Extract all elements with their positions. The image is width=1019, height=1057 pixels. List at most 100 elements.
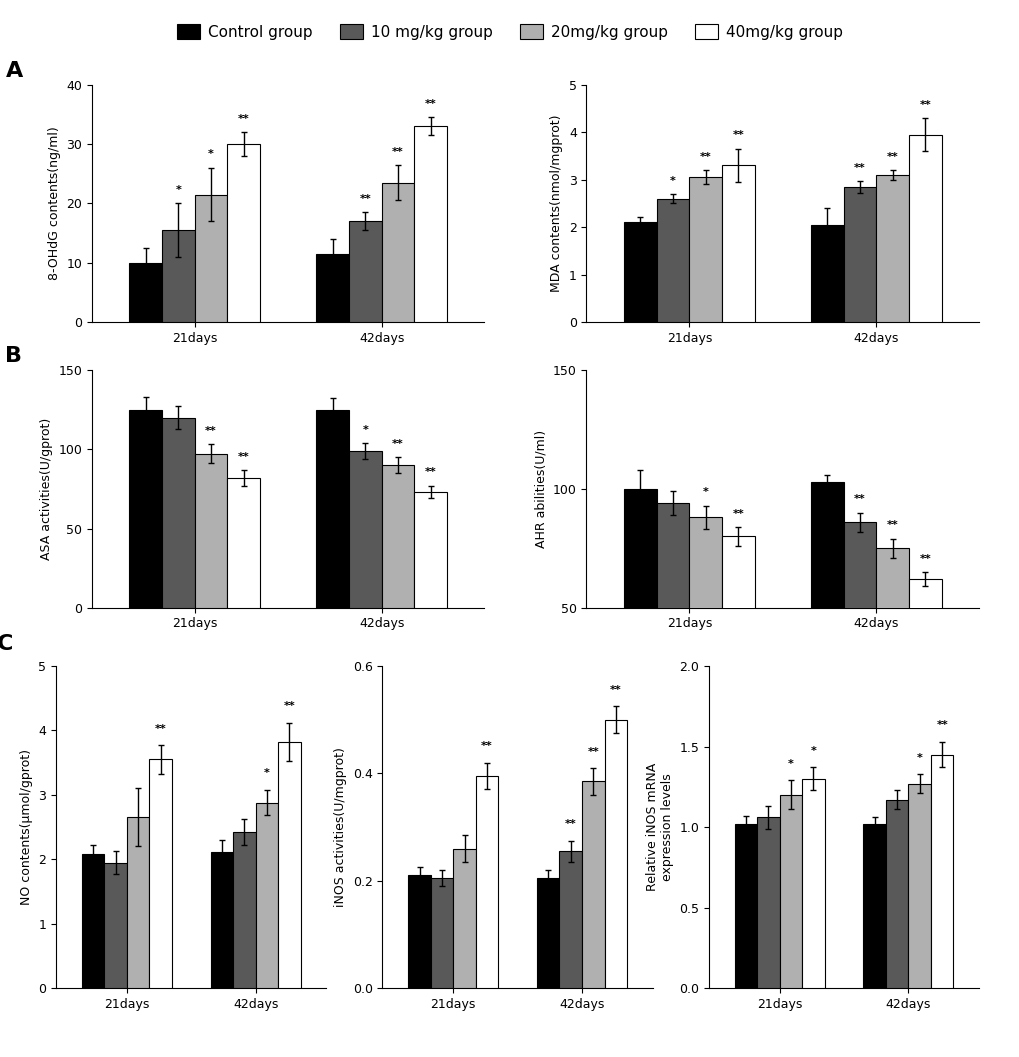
Bar bbox=[278, 742, 301, 988]
Bar bbox=[875, 175, 908, 322]
Text: **: ** bbox=[391, 147, 404, 156]
Text: *: * bbox=[362, 425, 368, 434]
Text: **: ** bbox=[425, 99, 436, 109]
Bar bbox=[430, 878, 452, 988]
Bar bbox=[656, 503, 689, 727]
Y-axis label: Relative iNOS mRNA
expression levels: Relative iNOS mRNA expression levels bbox=[645, 763, 673, 891]
Text: **: ** bbox=[853, 495, 865, 504]
Text: *: * bbox=[916, 753, 922, 763]
Text: **: ** bbox=[237, 114, 250, 124]
Text: **: ** bbox=[205, 426, 217, 437]
Bar bbox=[801, 779, 824, 988]
Text: **: ** bbox=[283, 702, 294, 711]
Bar bbox=[843, 522, 875, 727]
Bar bbox=[195, 194, 227, 322]
Bar bbox=[126, 817, 149, 988]
Text: **: ** bbox=[391, 439, 404, 449]
Text: *: * bbox=[264, 768, 270, 778]
Bar bbox=[875, 549, 908, 727]
Bar bbox=[689, 178, 721, 322]
Text: *: * bbox=[175, 185, 181, 196]
Bar bbox=[162, 230, 195, 322]
Bar bbox=[408, 875, 430, 988]
Bar bbox=[233, 832, 256, 988]
Bar bbox=[582, 781, 604, 988]
Bar bbox=[129, 409, 162, 608]
Bar bbox=[82, 854, 104, 988]
Text: **: ** bbox=[699, 152, 711, 162]
Bar bbox=[104, 863, 126, 988]
Bar bbox=[316, 254, 348, 322]
Bar bbox=[779, 795, 801, 988]
Y-axis label: iNOS activities(U/mgprot): iNOS activities(U/mgprot) bbox=[334, 747, 346, 907]
Bar bbox=[624, 223, 656, 322]
Bar bbox=[930, 755, 953, 988]
Text: **: ** bbox=[853, 163, 865, 172]
Y-axis label: AHR abilities(U/ml): AHR abilities(U/ml) bbox=[534, 430, 547, 548]
Text: C: C bbox=[0, 633, 13, 653]
Text: *: * bbox=[810, 746, 815, 756]
Text: B: B bbox=[5, 346, 22, 366]
Bar bbox=[348, 221, 381, 322]
Bar bbox=[559, 851, 582, 988]
Bar bbox=[721, 537, 754, 727]
Y-axis label: MDA contents(nmol/mgprot): MDA contents(nmol/mgprot) bbox=[549, 115, 562, 292]
Bar bbox=[381, 183, 414, 322]
Bar bbox=[210, 852, 233, 988]
Text: *: * bbox=[208, 149, 214, 160]
Bar bbox=[227, 478, 260, 608]
Text: **: ** bbox=[587, 746, 598, 757]
Text: **: ** bbox=[732, 508, 744, 519]
Y-axis label: NO contents(μmol/gprot): NO contents(μmol/gprot) bbox=[19, 749, 33, 905]
Text: **: ** bbox=[481, 741, 492, 752]
Text: **: ** bbox=[919, 554, 930, 563]
Legend: Control group, 10 mg/kg group, 20mg/kg group, 40mg/kg group: Control group, 10 mg/kg group, 20mg/kg g… bbox=[171, 18, 848, 45]
Bar bbox=[149, 759, 172, 988]
Bar bbox=[381, 465, 414, 608]
Text: **: ** bbox=[732, 130, 744, 141]
Bar bbox=[129, 263, 162, 322]
Y-axis label: 8-OHdG contents(ng/ml): 8-OHdG contents(ng/ml) bbox=[48, 127, 60, 280]
Text: *: * bbox=[788, 759, 793, 769]
Bar bbox=[886, 800, 908, 988]
Bar bbox=[908, 579, 941, 727]
Bar bbox=[862, 823, 886, 988]
Bar bbox=[721, 166, 754, 322]
Bar bbox=[452, 849, 475, 988]
Bar bbox=[316, 409, 348, 608]
Bar bbox=[604, 720, 627, 988]
Bar bbox=[734, 823, 756, 988]
Text: **: ** bbox=[935, 721, 947, 730]
Bar bbox=[348, 450, 381, 608]
Text: **: ** bbox=[237, 451, 250, 462]
Bar bbox=[624, 488, 656, 727]
Bar bbox=[810, 482, 843, 727]
Bar bbox=[843, 187, 875, 322]
Bar bbox=[162, 418, 195, 608]
Bar bbox=[810, 225, 843, 322]
Text: **: ** bbox=[609, 685, 621, 694]
Bar bbox=[414, 493, 446, 608]
Text: **: ** bbox=[886, 152, 898, 162]
Text: *: * bbox=[702, 487, 708, 497]
Text: **: ** bbox=[919, 99, 930, 110]
Bar bbox=[656, 199, 689, 322]
Bar bbox=[756, 817, 779, 988]
Text: **: ** bbox=[886, 520, 898, 531]
Bar bbox=[414, 126, 446, 322]
Y-axis label: ASA activities(U/gprot): ASA activities(U/gprot) bbox=[40, 418, 53, 560]
Bar bbox=[908, 134, 941, 322]
Text: **: ** bbox=[425, 467, 436, 478]
Bar bbox=[908, 783, 930, 988]
Bar bbox=[475, 776, 498, 988]
Text: *: * bbox=[669, 175, 676, 186]
Text: **: ** bbox=[155, 724, 166, 734]
Bar bbox=[195, 455, 227, 608]
Text: **: ** bbox=[565, 819, 576, 830]
Text: A: A bbox=[5, 60, 22, 80]
Bar bbox=[256, 802, 278, 988]
Bar bbox=[227, 144, 260, 322]
Bar bbox=[689, 518, 721, 727]
Bar bbox=[536, 878, 559, 988]
Text: **: ** bbox=[359, 194, 371, 204]
